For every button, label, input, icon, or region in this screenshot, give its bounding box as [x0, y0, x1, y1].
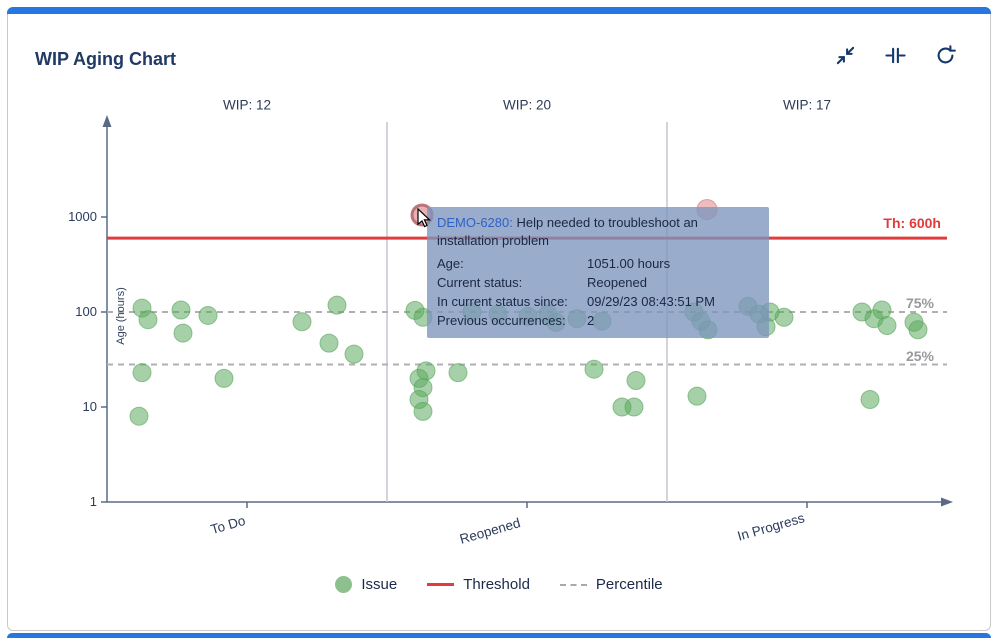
- tooltip-label: In current status since:: [437, 294, 568, 309]
- percentile-75-label: 75%: [905, 295, 934, 311]
- tooltip-value: Reopened: [587, 275, 647, 290]
- legend: Issue Threshold Percentile: [8, 576, 990, 593]
- issue-dot[interactable]: [584, 359, 604, 379]
- issue-dot[interactable]: [327, 295, 347, 315]
- tooltip-value: 2: [587, 313, 595, 328]
- y-tick-label: 1000: [68, 209, 97, 224]
- percentile-line-icon: [559, 583, 587, 586]
- issue-dot[interactable]: [413, 401, 433, 421]
- next-card-top-accent: [7, 633, 991, 638]
- issue-dot[interactable]: [860, 389, 880, 409]
- issue-dot[interactable]: [138, 310, 158, 330]
- mouse-cursor: [417, 208, 432, 228]
- tooltip-value: 1051.00 hours: [587, 256, 671, 271]
- refresh-icon: [935, 45, 956, 69]
- wip-count-todo: WIP: 12: [222, 97, 272, 113]
- threshold-label: Th: 600h: [883, 215, 941, 231]
- issue-dot[interactable]: [292, 312, 312, 332]
- legend-label-threshold: Threshold: [463, 576, 530, 593]
- wip-count-reopened: WIP: 20: [502, 97, 552, 113]
- collapse-icon: [835, 45, 856, 69]
- y-tick-label: 10: [83, 399, 97, 414]
- issue-dot[interactable]: [774, 307, 794, 327]
- legend-item-issue[interactable]: Issue: [335, 576, 397, 593]
- issue-dot[interactable]: [129, 406, 149, 426]
- issue-dot[interactable]: [173, 323, 193, 343]
- tooltip-label: Age:: [437, 256, 464, 271]
- issue-dot[interactable]: [687, 386, 707, 406]
- issue-dot[interactable]: [624, 397, 644, 417]
- percentile-25-label: 25%: [905, 348, 934, 364]
- issue-dot[interactable]: [214, 368, 234, 388]
- issue-summary-text: Help needed to troubleshoot an installat…: [437, 215, 698, 248]
- tooltip-label: Current status:: [437, 275, 523, 290]
- fit-width-button[interactable]: [883, 45, 907, 69]
- issue-dot[interactable]: [448, 363, 468, 383]
- tooltip-value: 09/29/23 08:43:51 PM: [587, 294, 715, 309]
- refresh-button[interactable]: [933, 45, 957, 69]
- legend-label-issue: Issue: [361, 576, 398, 593]
- page-title: WIP Aging Chart: [35, 49, 176, 69]
- wip-aging-chart-card: WIP Aging Chart: [7, 7, 991, 631]
- threshold-line-icon: [427, 583, 455, 586]
- legend-label-percentile: Percentile: [595, 576, 663, 593]
- legend-item-threshold[interactable]: Threshold: [427, 576, 530, 593]
- legend-item-percentile[interactable]: Percentile: [559, 576, 663, 593]
- issue-dot[interactable]: [626, 371, 646, 391]
- issue-dot[interactable]: [344, 344, 364, 364]
- wip-count-inprogress: WIP: 17: [782, 97, 832, 113]
- issue-dot[interactable]: [877, 316, 897, 336]
- card-actions: [833, 45, 957, 69]
- issue-key-link[interactable]: DEMO-6280:: [437, 215, 513, 230]
- issue-dot[interactable]: [319, 333, 339, 353]
- issue-dot[interactable]: [198, 305, 218, 325]
- y-tick-label: 100: [75, 304, 97, 319]
- collapse-button[interactable]: [833, 45, 857, 69]
- card-top-accent: [7, 7, 991, 14]
- y-tick-label: 1: [90, 494, 97, 509]
- issue-dot[interactable]: [908, 320, 928, 340]
- compress-horizontal-icon: [884, 45, 906, 69]
- tooltip-details: Age: 1051.00 hours Current status: Reope…: [437, 254, 759, 330]
- issue-dot[interactable]: [171, 300, 191, 320]
- tooltip-label: Previous occurrences:: [437, 313, 566, 328]
- tooltip-summary: DEMO-6280: Help needed to troubleshoot a…: [437, 214, 759, 250]
- issue-dot-icon: [335, 576, 353, 593]
- y-axis-label: Age (hours): [115, 287, 127, 345]
- issue-tooltip: DEMO-6280: Help needed to troubleshoot a…: [427, 207, 769, 338]
- issue-dot[interactable]: [132, 363, 152, 383]
